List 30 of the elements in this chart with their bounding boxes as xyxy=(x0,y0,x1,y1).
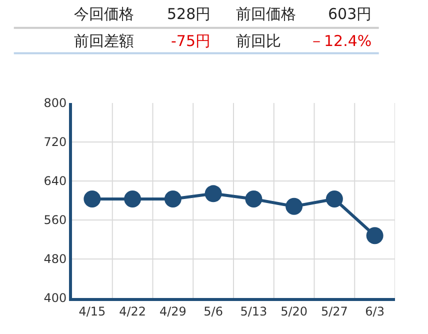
point xyxy=(245,190,262,208)
point xyxy=(366,227,384,244)
y-tick-label: 800 xyxy=(44,96,67,110)
point xyxy=(124,190,142,208)
x-tick-label: 5/27 xyxy=(320,304,348,318)
text: －12.4% xyxy=(309,32,372,50)
point xyxy=(326,190,343,208)
x-tick-label: 5/20 xyxy=(280,304,308,318)
point xyxy=(204,185,222,202)
y-tick-label: 640 xyxy=(44,174,67,188)
y-tick-label: 400 xyxy=(44,291,67,306)
y-tick-label: 560 xyxy=(44,213,67,228)
text: 前回価格 xyxy=(236,5,296,23)
text: 今回価格 xyxy=(74,5,134,23)
x-tick-label: 5/6 xyxy=(204,304,223,318)
text: -75円 xyxy=(171,32,210,50)
x-tick-label: 5/13 xyxy=(240,304,268,318)
text: 前回差額 xyxy=(74,32,134,50)
x-tick-label: 6/3 xyxy=(365,304,384,318)
text: 前回比 xyxy=(236,32,281,50)
text: 528円 xyxy=(167,5,211,23)
x-tick-label: 4/22 xyxy=(119,304,146,318)
x-tick-label: 4/15 xyxy=(78,304,106,318)
point xyxy=(84,190,101,208)
x-tick-label: 4/29 xyxy=(159,304,186,318)
y-tick-label: 720 xyxy=(44,135,67,150)
point xyxy=(286,198,303,215)
text: 603円 xyxy=(328,5,372,23)
y-tick-label: 480 xyxy=(44,252,67,266)
point xyxy=(164,190,182,208)
